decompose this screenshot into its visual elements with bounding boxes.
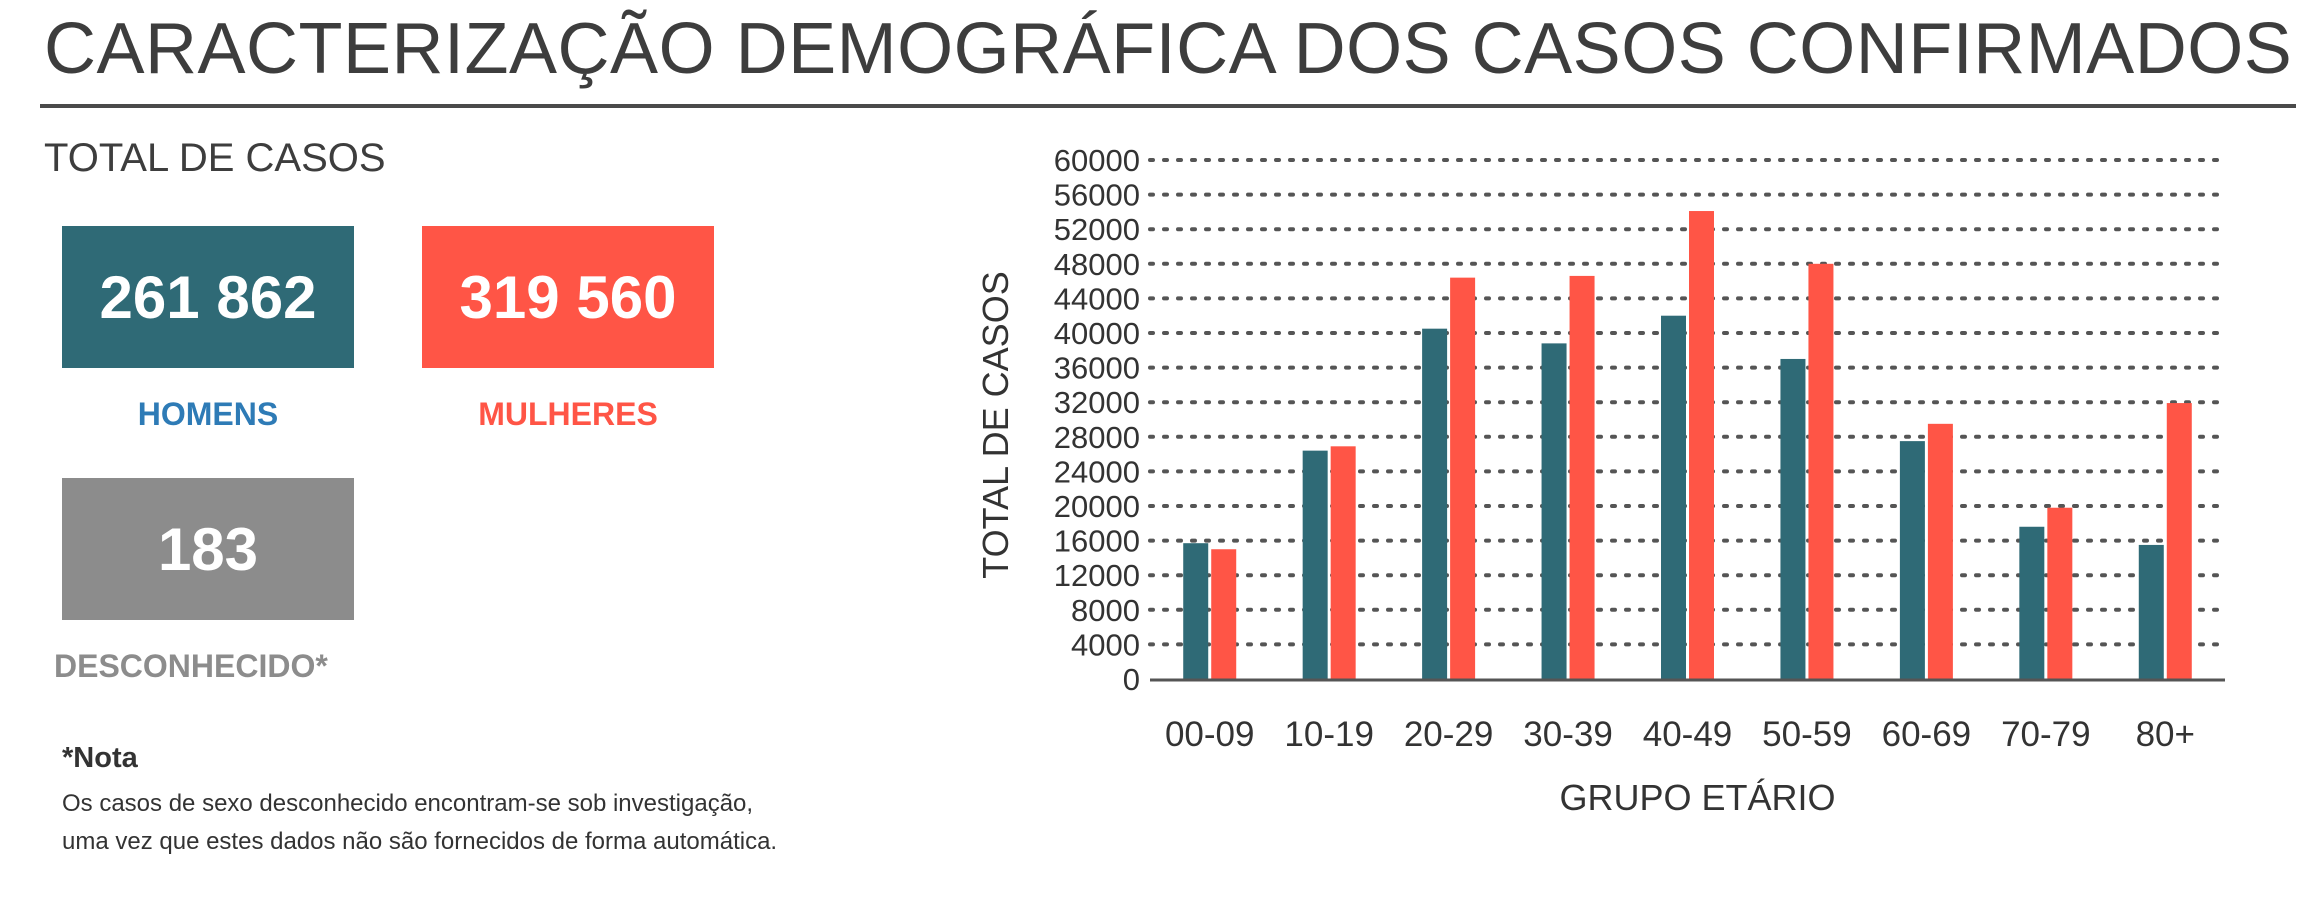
bar-series-2: [1450, 277, 1476, 679]
men-label: HOMENS: [137, 396, 279, 432]
y-tick-label: 0: [1123, 662, 1140, 697]
y-tick-label: 32000: [1054, 385, 1140, 420]
unknown-label: DESCONHECIDO*: [54, 648, 328, 684]
x-category-label: 20-29: [1404, 715, 1494, 754]
y-tick-label: 4000: [1071, 627, 1140, 662]
x-axis-categories: 00-09 10-19 20-29 30-39 40-49 50-59 60-69 70-79…: [1165, 715, 2195, 754]
y-tick-label: 12000: [1054, 558, 1140, 593]
x-category-label: 80+: [2136, 715, 2195, 754]
women-label: MULHERES: [478, 396, 658, 432]
y-tick-label: 56000: [1054, 178, 1140, 213]
x-category-label: 50-59: [1762, 715, 1852, 754]
y-axis-title: TOTAL DE CASOS: [975, 271, 1016, 578]
age-group-bar-chart: 0400080001200016000200002400028000320003…: [975, 143, 2227, 818]
bars: [1183, 211, 2192, 679]
women-total-box: 319 560: [422, 226, 714, 368]
bar-series-1: [1183, 543, 1209, 679]
gridlines: [1148, 158, 2227, 647]
men-total-value: 261 862: [99, 263, 317, 331]
bar-series-2: [1808, 263, 1834, 679]
y-tick-label: 8000: [1071, 593, 1140, 628]
title-divider: [40, 104, 2296, 108]
unknown-total-value: 183: [157, 515, 259, 583]
x-category-label: 10-19: [1284, 715, 1374, 754]
bar-series-1: [2138, 544, 2164, 679]
x-category-label: 70-79: [2001, 715, 2091, 754]
unknown-total-box: 183: [62, 478, 354, 620]
women-total-value: 319 560: [459, 263, 677, 331]
bar-series-2: [1569, 275, 1595, 679]
bar-series-1: [1422, 328, 1448, 679]
y-tick-label: 24000: [1054, 454, 1140, 489]
bar-series-2: [2166, 403, 2192, 679]
x-category-label: 30-39: [1523, 715, 1613, 754]
x-axis-title: GRUPO ETÁRIO: [1559, 777, 1835, 818]
y-tick-label: 36000: [1054, 351, 1140, 386]
bar-series-2: [1689, 211, 1714, 679]
y-tick-label: 28000: [1054, 420, 1140, 455]
y-tick-label: 40000: [1054, 316, 1140, 351]
totals-heading: TOTAL DE CASOS: [44, 136, 386, 180]
note-text-line-2: uma vez que estes dados não são fornecid…: [62, 828, 778, 855]
bar-series-1: [1661, 315, 1686, 679]
page-title: CARACTERIZAÇÃO DEMOGRÁFICA DOS CASOS CON…: [44, 9, 2293, 89]
bar-series-2: [2047, 507, 2073, 679]
y-axis-ticks: 0400080001200016000200002400028000320003…: [1054, 143, 1140, 697]
bar-series-2: [1211, 549, 1237, 679]
note-title: *Nota: [62, 742, 138, 774]
y-tick-label: 52000: [1054, 212, 1140, 247]
bar-series-2: [1927, 423, 1953, 679]
y-tick-label: 60000: [1054, 143, 1140, 178]
bar-series-1: [2019, 526, 2045, 679]
x-category-label: 60-69: [1882, 715, 1972, 754]
y-tick-label: 16000: [1054, 524, 1140, 559]
y-tick-label: 20000: [1054, 489, 1140, 524]
y-tick-label: 44000: [1054, 281, 1140, 316]
bar-series-2: [1330, 446, 1356, 679]
bar-series-1: [1541, 343, 1567, 679]
bar-series-1: [1899, 441, 1925, 679]
bar-series-1: [1302, 450, 1328, 679]
x-category-label: 40-49: [1643, 715, 1733, 754]
men-total-box: 261 862: [62, 226, 354, 368]
y-tick-label: 48000: [1054, 247, 1140, 282]
bar-series-1: [1780, 358, 1806, 679]
x-category-label: 00-09: [1165, 715, 1255, 754]
note-text-line-1: Os casos de sexo desconhecido encontram-…: [62, 790, 754, 817]
